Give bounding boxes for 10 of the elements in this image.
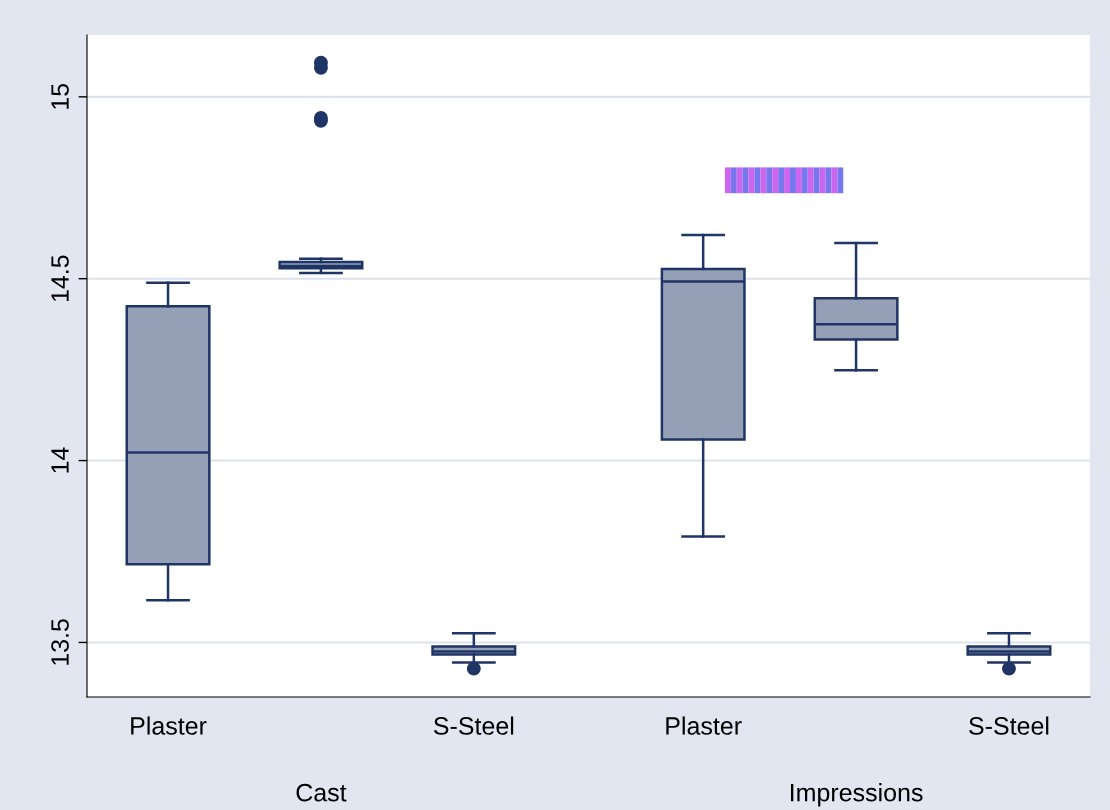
y-tick-label: 14.5 [51, 255, 69, 302]
y-tick-label: 15 [51, 83, 69, 109]
x-tick-label: S-Steel [969, 716, 1049, 735]
x-tick-label: Plaster [666, 716, 742, 735]
x-tick-label: S-Steel [433, 716, 514, 735]
y-tick-label: 14 [51, 447, 69, 473]
text: Cast [296, 783, 347, 802]
x-tick-label: Plaster [131, 716, 207, 735]
text: Impressions [791, 783, 923, 807]
y-tick-label: 13.5 [51, 619, 69, 665]
